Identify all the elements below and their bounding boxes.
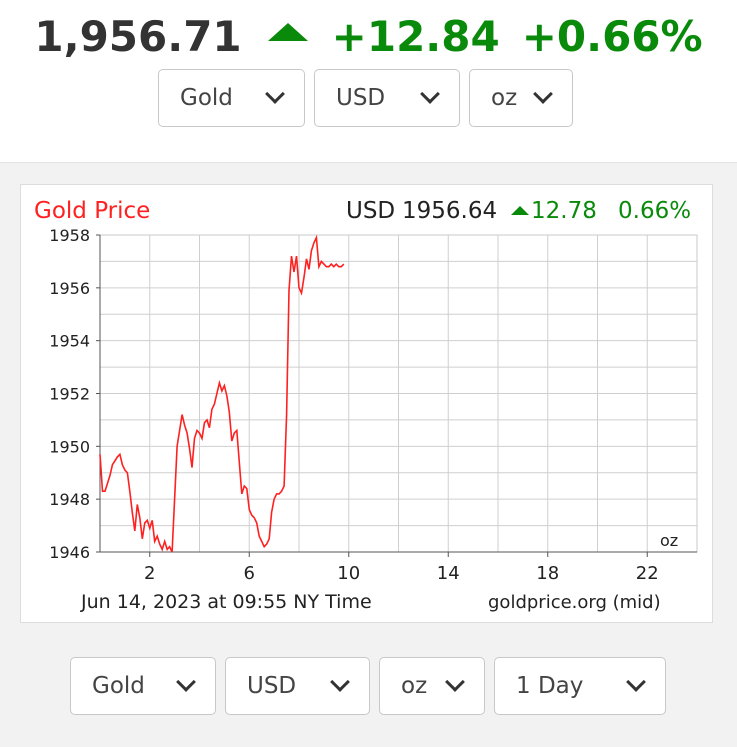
chart-change-percent: 0.66% — [618, 198, 691, 224]
chart-currency: USD — [346, 198, 395, 224]
x-tick-label: 10 — [337, 563, 360, 584]
y-tick-label: 1958 — [49, 226, 90, 245]
triangle-up-icon — [511, 206, 529, 215]
price-change: +12.84 — [331, 12, 500, 61]
triangle-up-icon — [267, 22, 308, 41]
y-tick-label: 1946 — [49, 543, 90, 562]
y-tick-label: 1954 — [49, 332, 90, 351]
y-tick-label: 1950 — [49, 437, 90, 456]
x-tick-label: 6 — [244, 563, 255, 584]
chart-grid — [99, 234, 698, 553]
chart-title: Gold Price — [34, 198, 150, 224]
chevron-down-icon — [176, 672, 196, 692]
chart-timestamp: Jun 14, 2023 at 09:55 NY Time — [80, 591, 372, 613]
bottom-metal-select-value: Gold — [92, 673, 145, 699]
chevron-down-icon — [445, 672, 465, 692]
chevron-down-icon — [330, 672, 350, 692]
y-axis-ticks: 1946 1948 1950 1952 1954 1956 1958 — [49, 226, 100, 562]
current-price: 1,956.71 — [34, 12, 242, 61]
chevron-down-icon — [265, 84, 285, 104]
currency-select[interactable]: USD — [314, 69, 460, 127]
x-tick-label: 18 — [536, 563, 559, 584]
chart-change: 12.78 — [531, 198, 597, 224]
y-tick-label: 1948 — [49, 490, 90, 509]
metal-select-value: Gold — [180, 85, 233, 111]
bottom-currency-select-value: USD — [247, 673, 297, 699]
x-axis-ticks: 2 6 10 14 18 22 — [144, 552, 659, 584]
chevron-down-icon — [626, 672, 646, 692]
x-tick-label: 14 — [437, 563, 460, 584]
unit-select[interactable]: oz — [469, 69, 573, 127]
chevron-down-icon — [420, 84, 440, 104]
range-select[interactable]: 1 Day — [494, 657, 666, 715]
bottom-metal-select[interactable]: Gold — [70, 657, 216, 715]
y-tick-label: 1952 — [49, 385, 90, 404]
bottom-unit-select[interactable]: oz — [379, 657, 485, 715]
x-tick-label: 2 — [144, 563, 155, 584]
x-tick-label: 22 — [636, 563, 659, 584]
chevron-down-icon — [533, 84, 553, 104]
y-tick-label: 1956 — [49, 279, 90, 298]
chart-source: goldprice.org (mid) — [488, 592, 661, 613]
bottom-currency-select[interactable]: USD — [225, 657, 370, 715]
price-header: 1,956.71 +12.84 +0.66% Gold USD oz — [0, 0, 737, 163]
price-series-line — [99, 234, 345, 553]
gold-price-chart: Gold Price USD 1956.64 12.78 0.66% 1946 1… — [20, 184, 713, 623]
metal-select[interactable]: Gold — [158, 69, 305, 127]
bottom-unit-select-value: oz — [401, 673, 428, 699]
price-row: 1,956.71 +12.84 +0.66% — [0, 12, 737, 61]
chart-price: 1956.64 — [402, 198, 497, 224]
chart-canvas: Gold Price USD 1956.64 12.78 0.66% 19461… — [34, 198, 698, 613]
range-select-value: 1 Day — [516, 673, 584, 699]
currency-select-value: USD — [336, 85, 386, 111]
chart-unit-label: oz — [660, 531, 678, 550]
unit-select-value: oz — [491, 85, 518, 111]
price-change-percent: +0.66% — [521, 12, 703, 61]
